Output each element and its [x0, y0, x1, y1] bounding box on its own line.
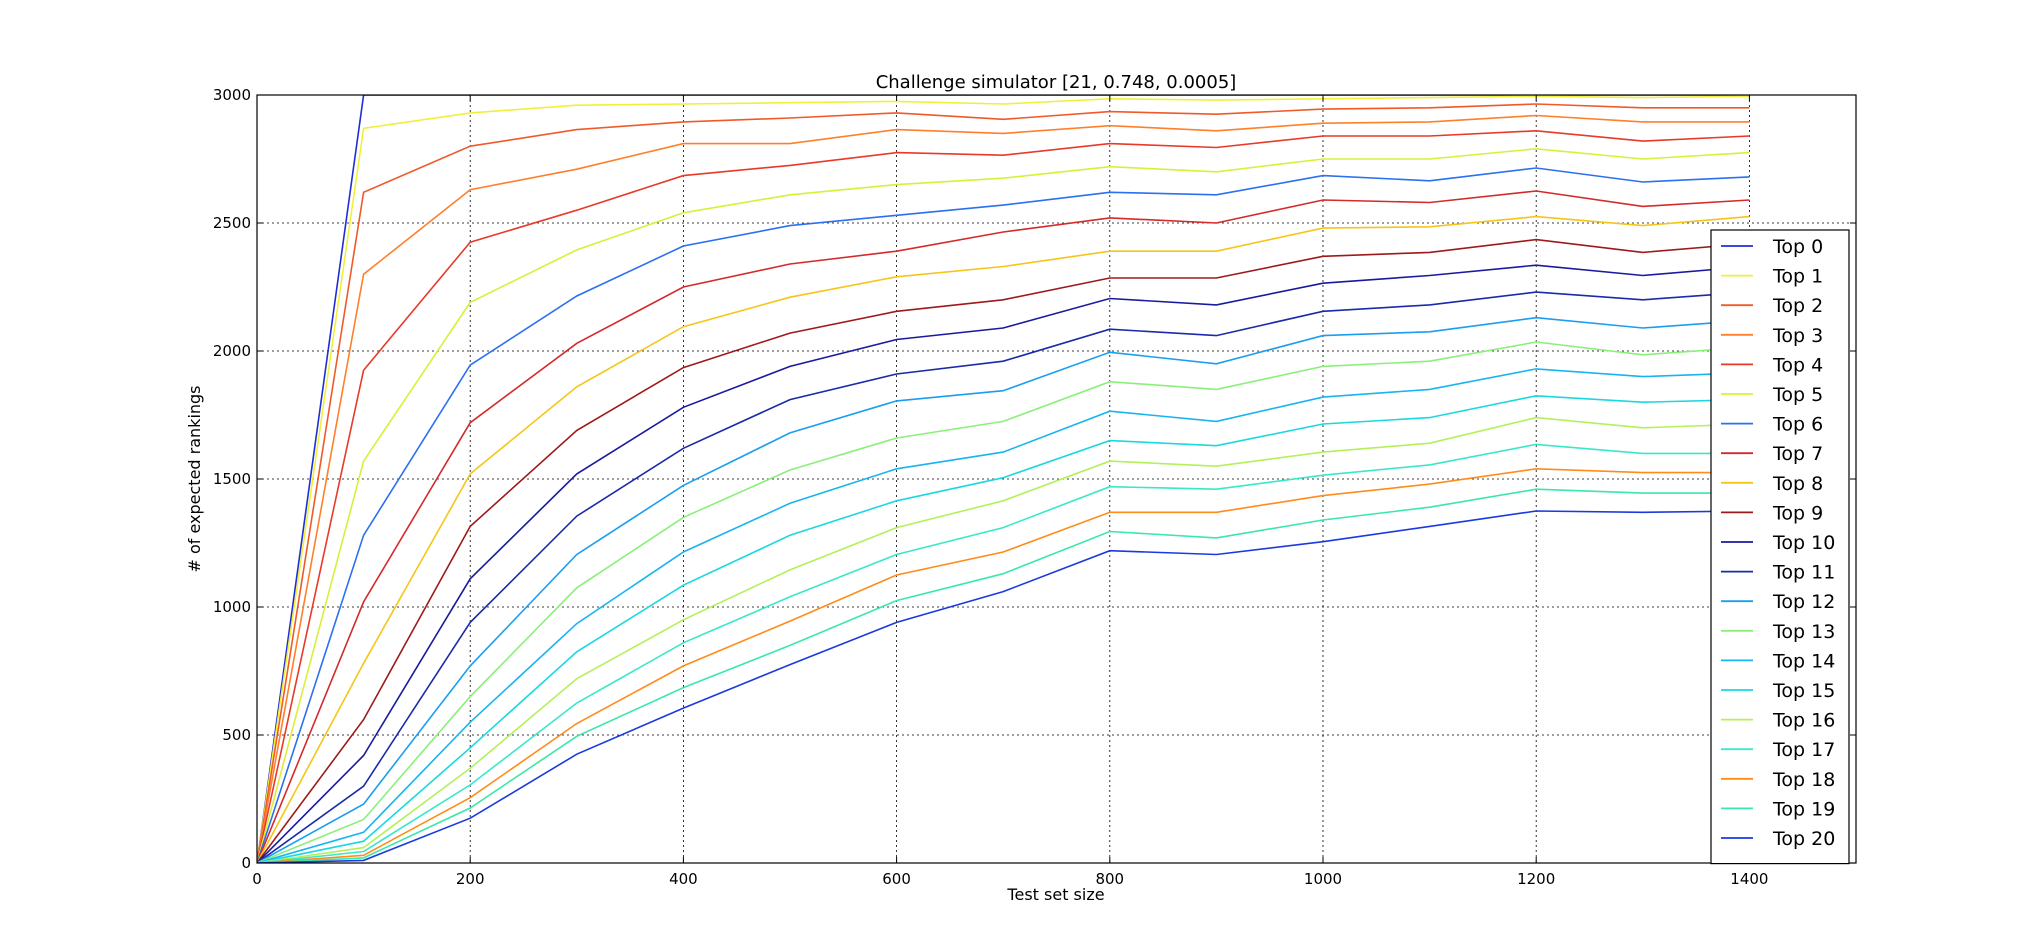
- legend-label-top-13: Top 13: [1772, 621, 1835, 643]
- x-tick-label: 0: [252, 870, 262, 888]
- series-line-top-4: [257, 129, 1750, 863]
- legend-label-top-11: Top 11: [1772, 562, 1835, 584]
- legend-label-top-7: Top 7: [1772, 443, 1823, 465]
- axis-ticks: 0 200 400 600 800 1000 1200 1400 0 500 1000 1500 200…: [213, 86, 1856, 888]
- legend-label-top-8: Top 8: [1772, 473, 1823, 495]
- legend-label-top-10: Top 10: [1772, 532, 1835, 554]
- chart-title: Challenge simulator [21, 0.748, 0.0005]: [876, 72, 1237, 93]
- legend-label-top-4: Top 4: [1772, 354, 1823, 376]
- x-tick-label: 200: [456, 870, 485, 888]
- legend-label-top-6: Top 6: [1772, 414, 1823, 436]
- legend-label-top-1: Top 1: [1772, 266, 1823, 288]
- legend-label-top-16: Top 16: [1772, 710, 1835, 732]
- x-tick-label: 1200: [1517, 870, 1555, 888]
- legend-label-top-12: Top 12: [1772, 591, 1835, 613]
- legend-label-top-18: Top 18: [1772, 769, 1835, 791]
- y-axis-label: # of expected rankings: [185, 385, 204, 572]
- x-axis-label: Test set size: [1006, 885, 1104, 904]
- legend-label-top-19: Top 19: [1772, 798, 1835, 820]
- legend-label-top-15: Top 15: [1772, 680, 1835, 702]
- series-line-top-19: [257, 488, 1750, 863]
- series-line-top-18: [257, 467, 1750, 863]
- x-tick-label: 800: [1095, 870, 1124, 888]
- legend-label-top-14: Top 14: [1772, 650, 1835, 672]
- series-line-top-11: [257, 291, 1750, 863]
- y-tick-label: 2500: [213, 214, 251, 232]
- y-tick-label: 0: [241, 854, 251, 872]
- legend-label-top-9: Top 9: [1772, 502, 1823, 524]
- series-line-top-8: [257, 215, 1750, 863]
- series-line-top-7: [257, 190, 1750, 863]
- legend-label-top-2: Top 2: [1772, 295, 1823, 317]
- y-tick-label: 500: [222, 726, 251, 744]
- y-tick-label: 2000: [213, 342, 251, 360]
- series-line-top-5: [257, 147, 1750, 863]
- x-tick-label: 600: [882, 870, 911, 888]
- plot-area-background: [257, 95, 1856, 863]
- series-line-top-2: [257, 103, 1750, 863]
- legend-label-top-3: Top 3: [1772, 325, 1823, 347]
- legend-label-top-0: Top 0: [1772, 236, 1823, 258]
- series-lines: [257, 95, 1750, 863]
- series-line-top-12: [257, 316, 1750, 863]
- y-tick-label: 3000: [213, 86, 251, 104]
- series-line-top-9: [257, 238, 1750, 863]
- x-tick-label: 1400: [1730, 870, 1768, 888]
- series-line-top-14: [257, 368, 1750, 863]
- series-line-top-13: [257, 341, 1750, 863]
- legend-label-top-20: Top 20: [1772, 828, 1835, 850]
- series-line-top-17: [257, 443, 1750, 863]
- series-line-top-6: [257, 167, 1750, 863]
- series-line-top-1: [257, 95, 1750, 863]
- x-tick-label: 400: [669, 870, 698, 888]
- y-tick-label: 1500: [213, 470, 251, 488]
- series-line-top-16: [257, 416, 1750, 863]
- x-tick-label: 1000: [1304, 870, 1342, 888]
- series-line-top-20: [257, 510, 1750, 863]
- series-line-top-3: [257, 114, 1750, 863]
- legend-label-top-5: Top 5: [1772, 384, 1823, 406]
- legend: Top 0 Top 1 Top 2 Top 3 Top 4 Top 5 Top 6 Top 7…: [1710, 229, 1850, 865]
- legend-label-top-17: Top 17: [1772, 739, 1835, 761]
- series-line-top-15: [257, 394, 1750, 863]
- y-tick-label: 1000: [213, 598, 251, 616]
- series-line-top-10: [257, 264, 1750, 863]
